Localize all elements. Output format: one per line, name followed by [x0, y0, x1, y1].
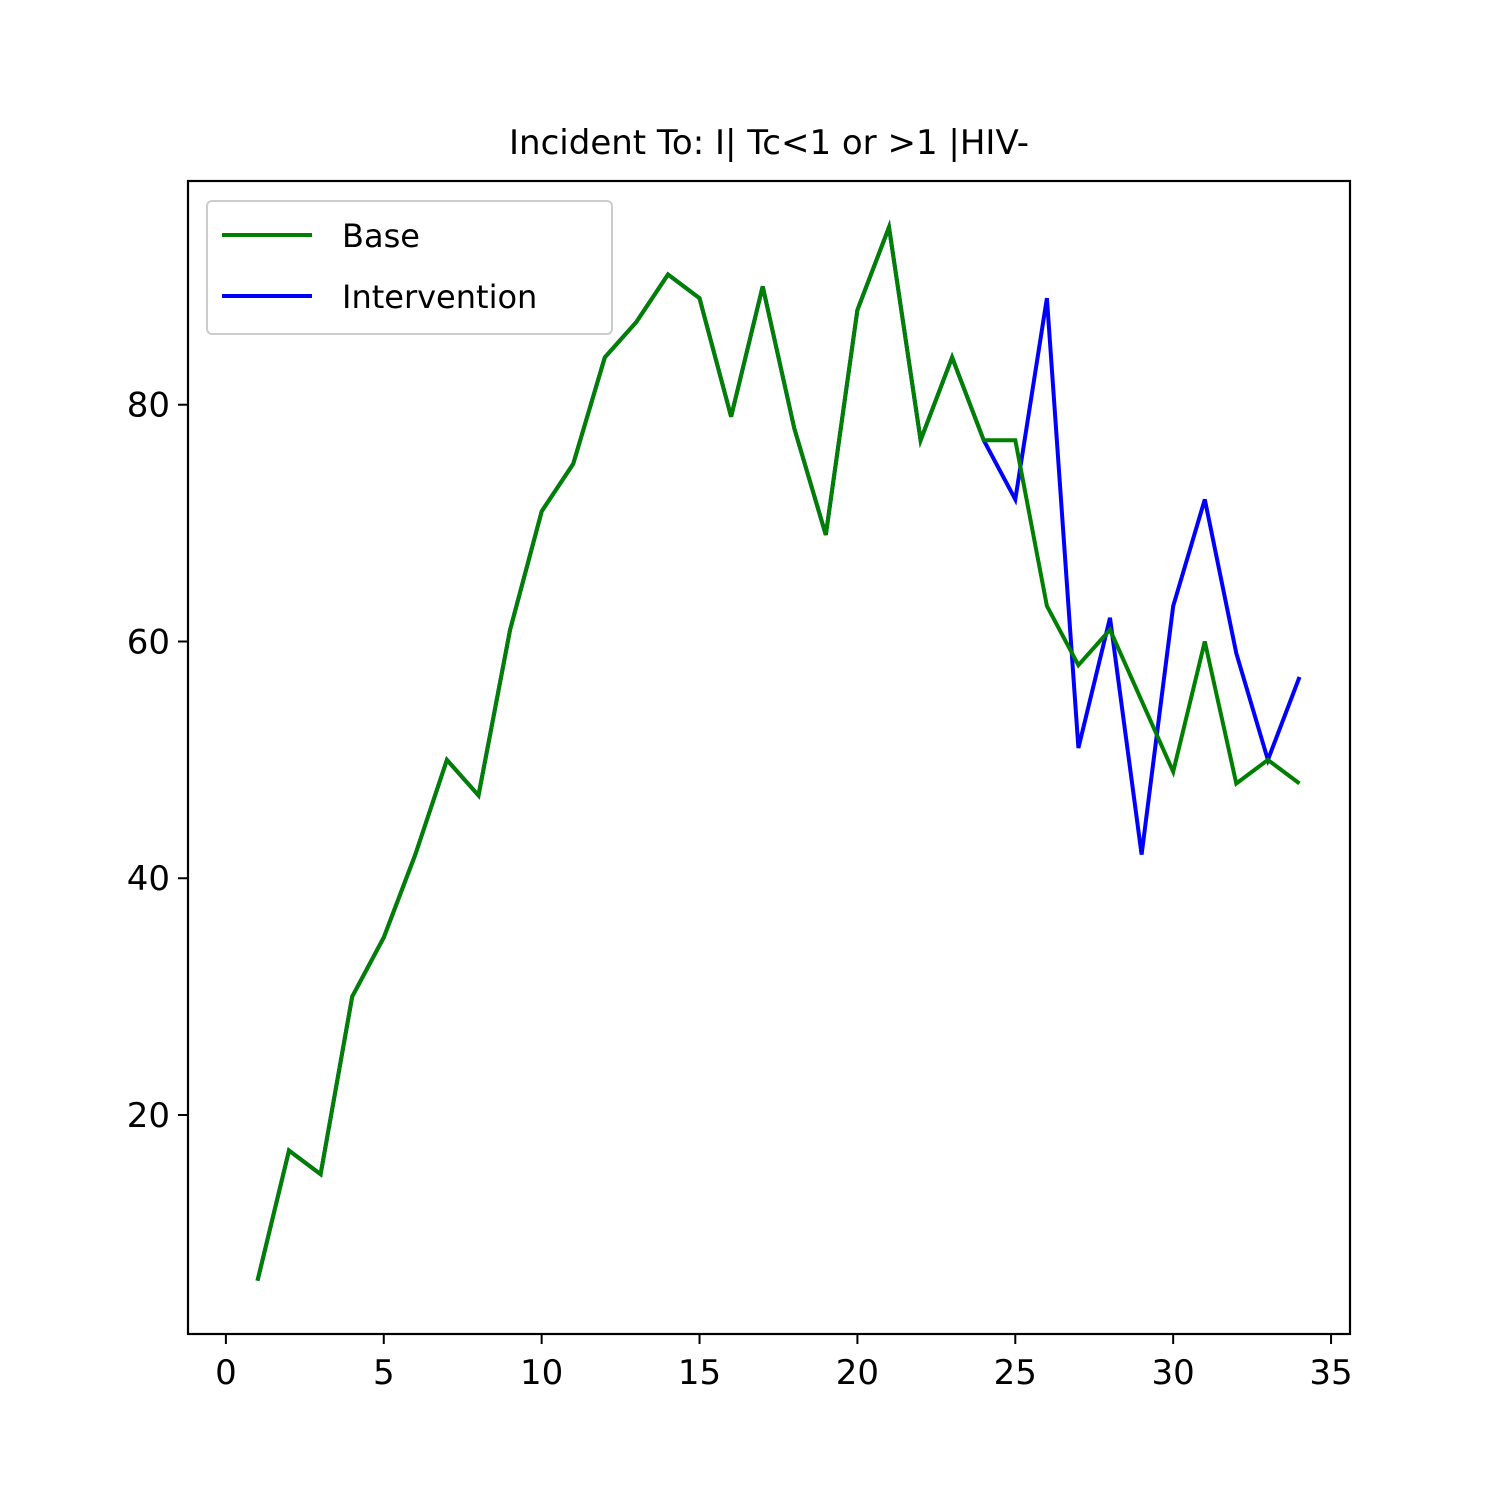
x-axis: 0 5 10 15 20 25 30 35 [215, 1334, 1353, 1393]
x-tick-label: 10 [520, 1353, 563, 1393]
series-layer [255, 219, 1302, 1282]
plot-frame [186, 179, 1352, 1336]
legend: Base Intervention [206, 200, 613, 335]
legend-label-base: Base [342, 217, 420, 255]
series-line-intervention [255, 219, 1302, 1282]
series-line-base [255, 219, 1301, 1282]
y-tick-label: 40 [127, 859, 170, 899]
y-tick-label: 20 [127, 1096, 170, 1136]
x-tick-label: 20 [836, 1353, 879, 1393]
x-tick-label: 0 [215, 1353, 237, 1393]
chart-title: Incident To: I| Tc<1 or >1 |HIV- [509, 123, 1029, 163]
y-tick-label: 60 [127, 622, 170, 662]
x-tick-label: 30 [1152, 1353, 1195, 1393]
legend-label-intervention: Intervention [342, 278, 537, 316]
x-tick-label: 5 [373, 1353, 395, 1393]
y-tick-label: 80 [127, 386, 170, 426]
x-tick-label: 25 [994, 1353, 1037, 1393]
x-tick-label: 15 [678, 1353, 721, 1393]
y-axis: 20 40 60 80 [127, 386, 188, 1136]
x-tick-label: 35 [1309, 1353, 1352, 1393]
